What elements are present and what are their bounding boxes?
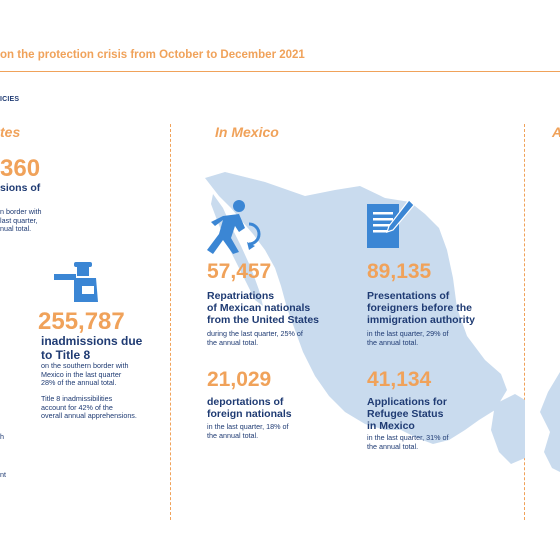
- title8-label: inadmissions due to Title 8: [41, 334, 143, 362]
- left-fragment-1: h: [0, 432, 4, 441]
- left-top-note: n border with last quarter, nual total.: [0, 207, 42, 234]
- title8-number: 255,787: [38, 308, 125, 335]
- report-title: on the protection crisis from October to…: [0, 49, 305, 61]
- title8-note: on the southern border with Mexico in th…: [41, 361, 129, 388]
- repatriations-number: 57,457: [207, 260, 272, 283]
- presentations-note: in the last quarter, 29% of the annual t…: [367, 329, 449, 347]
- repatriations-label: Repatriations of Mexican nationals from …: [207, 290, 320, 326]
- title8-extra-note: Title 8 inadmissibilities account for 42…: [41, 394, 137, 421]
- mexico-column-title: In Mexico: [215, 124, 279, 140]
- right-column-title: A: [552, 124, 560, 140]
- left-fragment-3: nt: [0, 470, 6, 479]
- document-pen-icon: [367, 199, 415, 248]
- repatriations-note: during the last quarter, 25% of the annu…: [207, 329, 303, 347]
- deportations-label: deportations of foreign nationals: [207, 396, 292, 420]
- left-top-number: 360: [0, 155, 41, 182]
- section-tag: ICIES: [0, 96, 20, 103]
- column-divider-right: [524, 124, 525, 520]
- refugee-applications-label: Applications for Refugee Status in Mexic…: [367, 396, 447, 432]
- deportations-note: in the last quarter, 18% of the annual t…: [207, 422, 289, 440]
- running-person-icon: [207, 200, 261, 254]
- presentations-label: Presentations of foreigners before the i…: [367, 290, 475, 326]
- right-map-fragment: [540, 372, 560, 472]
- deportations-number: 21,029: [207, 368, 272, 391]
- column-divider-left: [170, 124, 171, 520]
- presentations-number: 89,135: [367, 260, 432, 283]
- refugee-applications-number: 41,134: [367, 368, 432, 391]
- left-column-title: tes: [0, 124, 21, 140]
- header-divider: [0, 71, 560, 72]
- left-top-label: sions of: [0, 182, 41, 194]
- refugee-applications-note: in the last quarter, 31% of the annual t…: [367, 433, 449, 451]
- border-guard-icon: [54, 262, 98, 302]
